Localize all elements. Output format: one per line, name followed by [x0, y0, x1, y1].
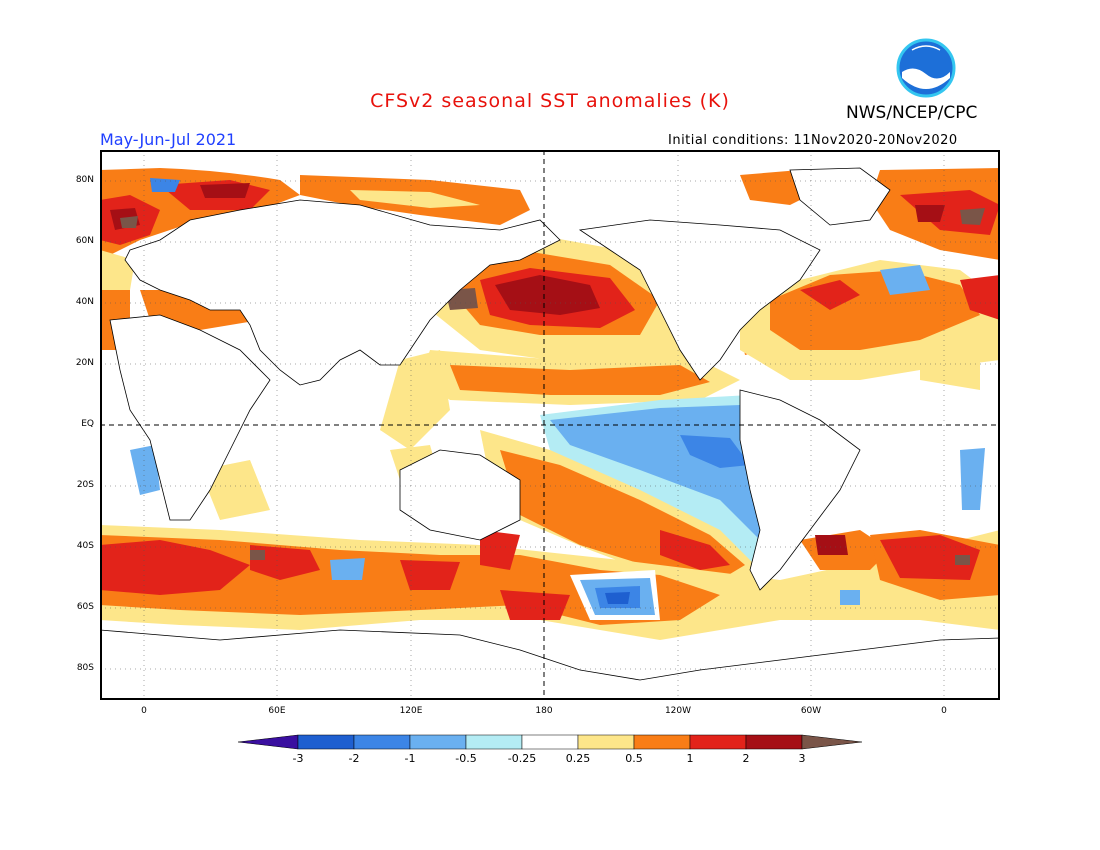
colorbar-swatch	[465, 734, 523, 750]
lat-label: 60N	[75, 236, 94, 246]
colorbar-label: -0.25	[507, 752, 537, 765]
continents	[100, 167, 1000, 700]
colorbar	[238, 734, 862, 750]
colorbar-label: -3	[292, 752, 304, 765]
colorbar-label: -2	[348, 752, 360, 765]
southern-ocean-anomalies	[100, 445, 1000, 640]
noaa-logo	[896, 38, 956, 98]
colorbar-label: -1	[404, 752, 416, 765]
lon-label: 120W	[664, 706, 692, 716]
lon-label: 60E	[268, 706, 286, 716]
colorbar-swatch	[745, 734, 803, 750]
lat-label: 40N	[75, 297, 94, 307]
colorbar-swatch	[689, 734, 747, 750]
chart-title: CFSv2 seasonal SST anomalies (K)	[370, 90, 730, 112]
colorbar-swatch	[521, 734, 579, 750]
lat-label: 20N	[75, 358, 94, 368]
colorbar-swatch	[577, 734, 635, 750]
colorbar-swatch	[297, 734, 355, 750]
colorbar-swatch	[409, 734, 467, 750]
colorbar-swatch	[801, 734, 862, 750]
colorbar-label: -0.5	[455, 752, 477, 765]
lat-label: 60S	[76, 602, 94, 612]
colorbar-label: 1	[686, 752, 694, 765]
lat-label: 40S	[76, 541, 94, 551]
agency-label: NWS/NCEP/CPC	[846, 103, 978, 123]
lon-label: 0	[141, 706, 147, 716]
map-grid	[100, 150, 1000, 700]
initial-conditions: Initial conditions: 11Nov2020-20Nov2020	[668, 133, 958, 148]
colorbar-swatch	[238, 734, 299, 750]
lat-label: 20S	[76, 480, 94, 490]
lon-label: 0	[941, 706, 947, 716]
lat-label: EQ	[81, 419, 94, 429]
sst-anomaly-map	[100, 150, 1000, 700]
lon-label: 120E	[399, 706, 423, 716]
lat-label: 80N	[75, 175, 94, 185]
lat-label: 80S	[76, 663, 94, 673]
north-atlantic-anomalies	[740, 260, 1000, 390]
forecast-period: May-Jun-Jul 2021	[100, 130, 237, 149]
colorbar-swatch	[633, 734, 691, 750]
colorbar-label: 0.25	[565, 752, 591, 765]
colorbar-label: 0.5	[625, 752, 643, 765]
colorbar-label: 3	[798, 752, 806, 765]
south-pacific-anomalies	[480, 430, 760, 595]
lon-label: 60W	[800, 706, 822, 716]
colorbar-swatch	[353, 734, 411, 750]
colorbar-label: 2	[742, 752, 750, 765]
lon-label: 180	[535, 706, 553, 716]
